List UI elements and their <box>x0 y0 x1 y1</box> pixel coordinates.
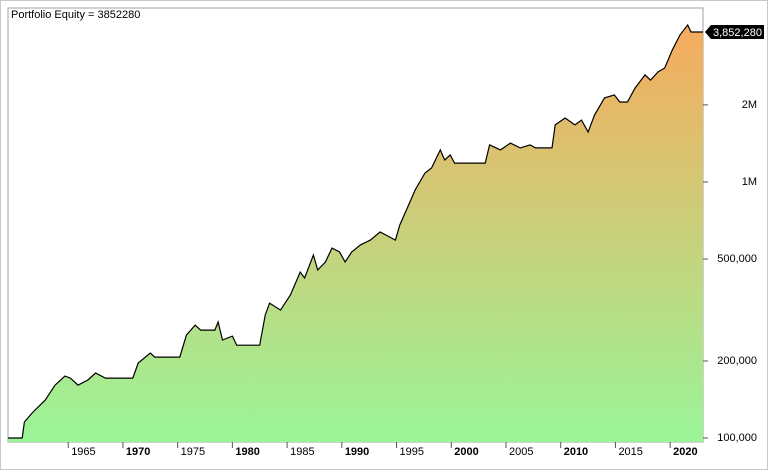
x-tick-label: 1970 <box>126 446 150 458</box>
x-tick-label: 2000 <box>454 446 478 458</box>
x-tick-label: 1965 <box>71 446 95 458</box>
y-tick-label: 1M <box>742 176 757 188</box>
x-tick-label: 2005 <box>509 446 533 458</box>
x-tick-label: 2010 <box>564 446 588 458</box>
y-tick-label: 2M <box>742 99 757 111</box>
y-tick-label: 500,000 <box>717 253 757 265</box>
y-tick-label: 200,000 <box>717 355 757 367</box>
x-tick-label: 1980 <box>235 446 259 458</box>
x-tick-label: 1985 <box>290 446 314 458</box>
y-tick-label: 100,000 <box>717 432 757 444</box>
chart-title: Portfolio Equity = 3852280 <box>11 9 140 21</box>
last-value-box <box>705 24 764 39</box>
x-tick-label: 1975 <box>181 446 205 458</box>
x-tick-label: 1990 <box>345 446 369 458</box>
equity-line <box>8 23 703 439</box>
x-tick-label: 1995 <box>400 446 424 458</box>
equity-area <box>8 25 703 442</box>
x-tick-label: 2020 <box>673 446 697 458</box>
last-value-label: 3,852,280 <box>713 27 762 39</box>
x-tick-label: 2015 <box>618 446 642 458</box>
